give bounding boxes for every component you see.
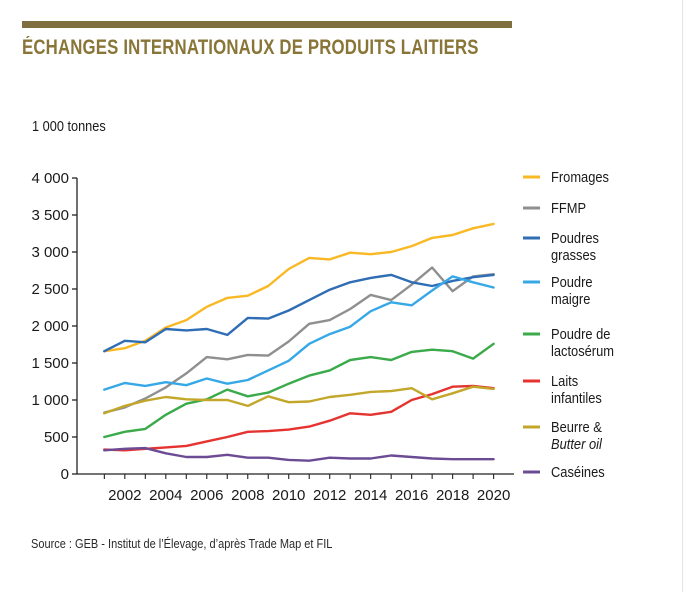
x-tick-label: 2010	[272, 487, 305, 504]
series-line	[103, 385, 495, 415]
chart-series	[103, 222, 495, 462]
x-tick-label: 2002	[108, 487, 141, 504]
chart-title: ÉCHANGES INTERNATIONAUX DE PRODUITS LAIT…	[22, 36, 479, 59]
x-tick-label: 2006	[190, 487, 223, 504]
x-tick-label: 2012	[313, 487, 346, 504]
y-tick-label: 1 500	[31, 355, 69, 372]
series-line	[103, 266, 495, 414]
source-note: Source : GEB - Institut de l’Élevage, d’…	[31, 537, 333, 551]
y-tick-label: 1 000	[31, 392, 69, 409]
legend-label: Poudre de	[551, 325, 611, 342]
y-tick-label: 2 500	[31, 281, 69, 298]
right-border	[682, 0, 683, 592]
legend-label: Poudres	[551, 229, 599, 246]
x-tick-label: 2018	[436, 487, 469, 504]
legend-label: maigre	[551, 290, 591, 307]
x-tick-label: 2004	[149, 487, 182, 504]
x-tick-label: 2020	[477, 487, 510, 504]
legend-label: Caséines	[551, 463, 605, 480]
legend-label: Beurre &	[551, 418, 602, 435]
title-rule	[22, 21, 512, 28]
y-tick-label: 4 000	[31, 170, 69, 187]
series-line	[103, 384, 495, 452]
y-tick-label: 3 500	[31, 207, 69, 224]
y-tick-label: 3 000	[31, 244, 69, 261]
legend-label: Butter oil	[551, 435, 603, 452]
legend-label: lactosérum	[551, 342, 614, 359]
legend-label: Fromages	[551, 168, 609, 185]
y-tick-label: 0	[61, 466, 69, 483]
legend-label: FFMP	[551, 199, 586, 216]
series-line	[103, 222, 495, 353]
series-line	[103, 273, 495, 353]
legend-label: infantiles	[551, 389, 602, 406]
y-tick-label: 2 000	[31, 318, 69, 335]
legend-label: Laits	[551, 372, 578, 389]
x-tick-label: 2014	[354, 487, 387, 504]
series-line	[103, 446, 495, 462]
legend-label: Poudre	[551, 273, 593, 290]
legend-label: grasses	[551, 246, 596, 263]
x-tick-label: 2016	[395, 487, 428, 504]
x-tick-label: 2008	[231, 487, 264, 504]
y-axis-unit-label: 1 000 tonnes	[32, 118, 106, 135]
chart-axes: 0 500 1 000 1 500 2 000 2 500 3 000 3 500 4 000 2…	[31, 170, 514, 504]
y-tick-label: 500	[44, 429, 69, 446]
series-line	[103, 342, 495, 439]
series-line	[103, 275, 495, 391]
